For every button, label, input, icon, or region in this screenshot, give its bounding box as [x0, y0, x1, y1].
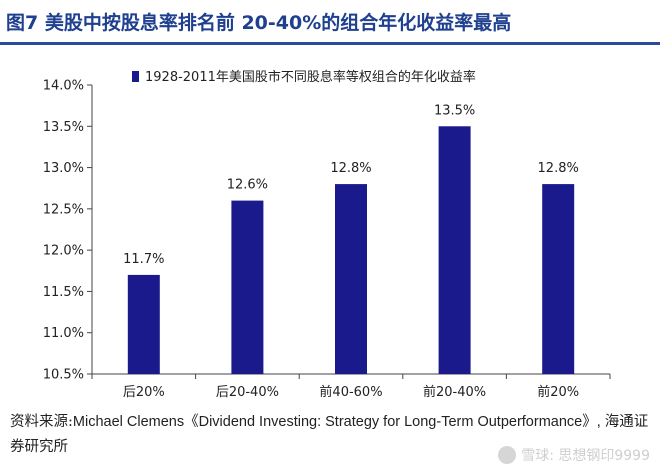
legend-label: 1928-2011年美国股市不同股息率等权组合的年化收益率: [145, 69, 476, 85]
y-tick-label: 13.5%: [43, 120, 84, 135]
x-tick-label: 后20%: [123, 385, 165, 400]
bars: 11.7% 12.6% 12.8% 13.5% 12.8%: [123, 103, 579, 375]
x-tick-label: 后20-40%: [216, 385, 279, 400]
source-note: 资料来源:Michael Clemens《Dividend Investing:…: [10, 410, 650, 460]
figure-title: 图7 美股中按股息率排名前 20-40%的组合年化收益率最高: [6, 12, 512, 34]
x-tick-label: 前40-60%: [319, 384, 382, 400]
snowball-logo-icon: [498, 446, 517, 464]
bar-value-label: 13.5%: [434, 103, 475, 118]
y-ticks: 10.5% 11.0% 11.5% 12.0% 12.5% 13.0% 13.5% 14.0%: [43, 79, 92, 383]
source-text: Michael Clemens《Dividend Investing: Stra…: [10, 414, 649, 455]
y-tick-label: 13.0%: [43, 161, 84, 176]
x-tick-labels: 后20% 后20-40% 前40-60% 前20-40% 前20%: [91, 374, 611, 400]
y-tick-label: 10.5%: [43, 368, 84, 383]
y-tick-label: 11.5%: [43, 285, 84, 300]
y-tick-label: 14.0%: [43, 79, 84, 94]
bar: [127, 274, 160, 374]
bar: [438, 126, 471, 375]
bar-value-label: 12.8%: [330, 161, 371, 176]
watermark: 雪球: 思想钢印9999: [498, 444, 650, 466]
bar: [542, 184, 575, 374]
bar-value-label: 12.6%: [227, 178, 268, 193]
x-tick-label: 前20-40%: [423, 384, 486, 400]
y-tick-label: 12.0%: [43, 244, 84, 259]
x-tick-label: 前20%: [537, 384, 579, 400]
legend-swatch: [132, 71, 139, 82]
bar: [231, 200, 264, 374]
watermark-text: 雪球: 思想钢印9999: [521, 448, 650, 464]
y-tick-label: 12.5%: [43, 202, 84, 217]
bar: [335, 184, 367, 374]
legend: 1928-2011年美国股市不同股息率等权组合的年化收益率: [132, 69, 476, 85]
y-tick-label: 11.0%: [43, 326, 84, 341]
bar-chart: 1928-2011年美国股市不同股息率等权组合的年化收益率 10.5% 11.0%…: [43, 69, 611, 400]
title-divider: [0, 42, 660, 45]
bar-value-label: 12.8%: [538, 161, 579, 176]
source-label: 资料来源:: [10, 414, 73, 430]
bar-value-label: 11.7%: [123, 252, 164, 267]
